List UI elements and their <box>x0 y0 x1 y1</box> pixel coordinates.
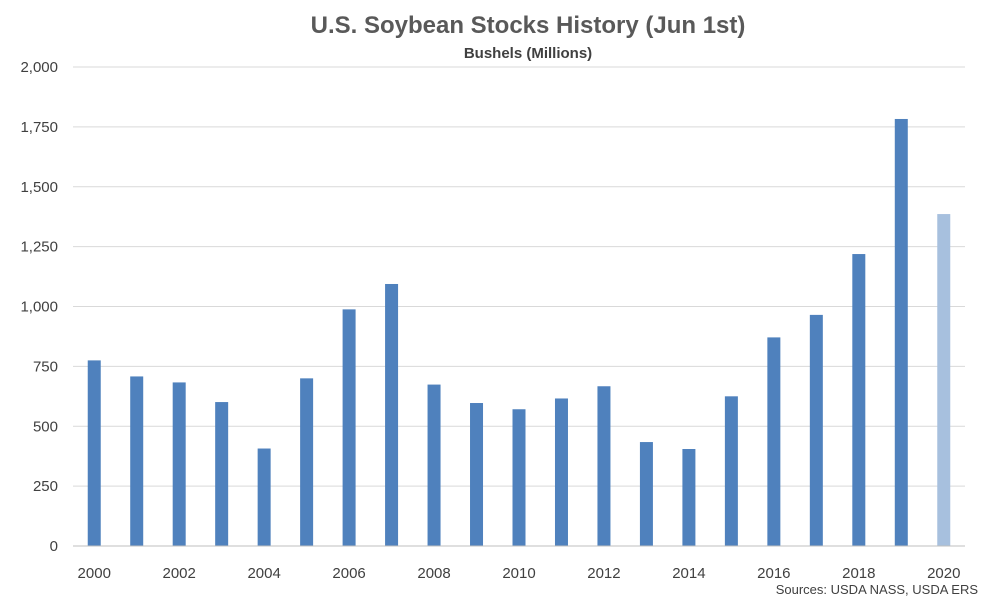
bar-2020 <box>937 214 951 547</box>
x-tick-label: 2012 <box>587 565 620 582</box>
x-axis-ticks: 2000 2002 2004 2006 2008 2010 2012 2014 2016 2018… <box>78 565 961 582</box>
x-tick-label: 2006 <box>332 565 365 582</box>
bar-2018 <box>852 254 866 546</box>
bar-2004 <box>257 448 271 546</box>
bar-2015 <box>724 396 738 546</box>
bar-2006 <box>342 309 356 546</box>
y-tick-label: 1,250 <box>20 239 58 256</box>
y-tick-label: 750 <box>33 358 58 375</box>
y-tick-label: 250 <box>33 478 58 495</box>
bar-2010 <box>512 409 526 546</box>
bar-2011 <box>554 398 568 546</box>
bar-2008 <box>427 384 441 546</box>
x-tick-label: 2020 <box>927 565 960 582</box>
x-tick-label: 2002 <box>163 565 196 582</box>
x-tick-label: 2018 <box>842 565 875 582</box>
x-tick-label: 2016 <box>757 565 790 582</box>
bar-2002 <box>172 382 186 546</box>
y-axis-ticks: 0 250 500 750 1,000 1,250 1,500 1,750 2,000 <box>20 59 58 555</box>
source-note: Sources: USDA NASS, USDA ERS <box>776 582 979 597</box>
y-tick-label: 1,000 <box>20 299 58 316</box>
x-tick-label: 2010 <box>502 565 535 582</box>
bar-2017 <box>809 314 823 546</box>
x-tick-label: 2008 <box>417 565 450 582</box>
y-tick-label: 1,750 <box>20 119 58 136</box>
y-tick-label: 0 <box>50 538 58 555</box>
bar-2001 <box>130 376 144 546</box>
bars <box>87 118 951 547</box>
bar-2005 <box>300 378 314 546</box>
bar-2009 <box>470 403 484 546</box>
y-tick-label: 500 <box>33 418 58 435</box>
x-tick-label: 2000 <box>78 565 111 582</box>
chart-subtitle: Bushels (Millions) <box>464 45 592 62</box>
bar-2003 <box>215 402 229 546</box>
bar-2016 <box>767 337 781 546</box>
bar-2019 <box>894 118 908 546</box>
y-tick-label: 1,500 <box>20 179 58 196</box>
y-tick-label: 2,000 <box>20 59 58 76</box>
x-tick-label: 2004 <box>247 565 280 582</box>
bar-2000 <box>87 360 101 546</box>
x-tick-label: 2014 <box>672 565 705 582</box>
bar-2014 <box>682 449 696 546</box>
bar-2012 <box>597 386 611 546</box>
bar-2007 <box>385 283 399 546</box>
bar-2013 <box>639 442 653 546</box>
chart-title: U.S. Soybean Stocks History (Jun 1st) <box>311 12 746 39</box>
